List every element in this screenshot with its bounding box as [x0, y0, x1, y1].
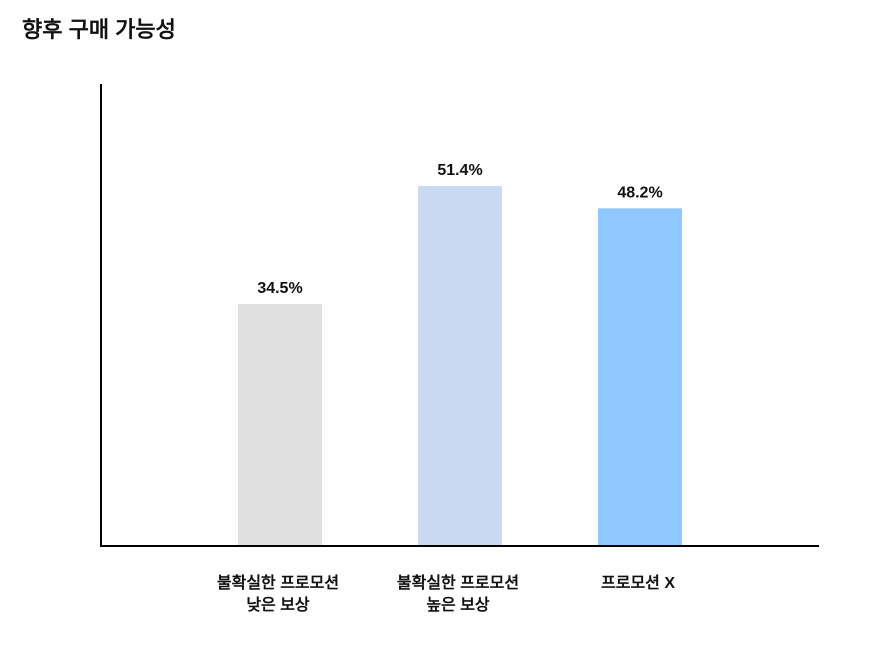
x-tick-label: 높은 보상 [426, 596, 490, 614]
bar [418, 185, 502, 545]
chart-title: 향후 구매 가능성 [22, 17, 176, 42]
value-label: 51.4% [437, 162, 482, 179]
bar [238, 304, 322, 545]
x-tick-label: 낮은 보상 [246, 596, 310, 614]
x-tick-label: 프로모션 X [601, 574, 675, 592]
bar [598, 208, 682, 545]
x-tick-label: 불확실한 프로모션 [217, 573, 339, 592]
value-label: 34.5% [257, 280, 302, 297]
value-label: 48.2% [617, 185, 662, 202]
x-tick-label: 불확실한 프로모션 [397, 573, 519, 592]
